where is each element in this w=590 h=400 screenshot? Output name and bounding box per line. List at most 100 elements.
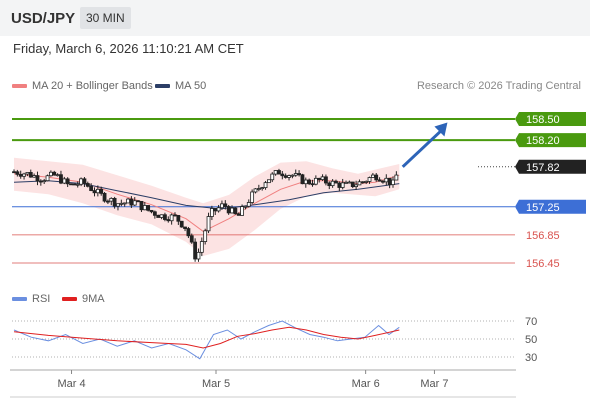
candle-body [35,175,40,182]
candle-body [28,172,33,178]
candle-body [334,180,338,184]
candle-body [344,182,348,184]
candle-body [206,216,211,232]
candle-body [213,208,218,212]
candle-body [166,219,171,222]
candle-body [243,205,248,208]
ma50-swatch [155,84,170,88]
level-label-158.50: 158.50 [526,114,560,126]
candle-body [347,181,352,184]
candle-body [38,180,43,183]
candle-body [367,177,372,182]
candle-body [129,198,134,206]
candle-body [354,184,359,188]
candle-body [156,214,161,218]
candle-body [75,183,80,186]
rsi-tick-label: 30 [525,352,537,364]
candle-body [199,241,204,253]
candle-body [209,208,214,217]
level-label-156.45: 156.45 [526,258,560,270]
candles-group [12,168,399,262]
x-tick-label: Mar 7 [420,378,448,390]
legend-ma20: MA 20 + Bollinger Bands [12,80,153,92]
forecast-arrow-head [434,122,448,137]
legend-ma50: MA 50 [155,80,206,92]
candle-body [119,202,124,205]
candle-body [240,206,244,216]
candle-body [287,175,291,178]
rsi-ma-swatch [62,297,77,301]
candle-body [72,183,77,186]
x-tick-label: Mar 4 [57,378,85,390]
x-tick-label: Mar 5 [202,378,230,390]
candle-body [350,181,355,188]
candle-body [377,179,382,182]
candle-body [290,174,295,177]
candle-body [357,181,362,186]
candle-body [307,179,312,185]
candle-body [136,200,140,203]
candle-body [109,197,114,202]
candle-body [62,178,67,184]
candle-body [256,188,261,190]
candle-body [391,179,395,186]
candle-body [15,171,20,175]
candle-body [220,203,224,209]
candle-body [270,173,275,181]
legend-ma50-label: MA 50 [175,80,207,92]
candle-body [163,214,167,220]
timeframe-button[interactable]: 30 MIN [80,7,131,29]
candle-body [263,182,268,189]
candle-body [273,170,278,175]
candle-body [99,188,104,194]
legend-rsi-label: RSI [32,293,51,305]
candle-body [297,173,301,176]
candle-body [179,220,184,228]
candle-body [146,205,151,211]
candle-body [381,180,385,183]
rsi-line [13,320,400,360]
candle-body [300,174,305,185]
candle-body [52,171,57,176]
candle-body [260,187,265,190]
legend-rsi-ma-label: 9MA [82,293,105,305]
rsi-tick-label: 70 [525,316,537,328]
candle-body [59,174,63,184]
candle-body [267,179,271,184]
candle-body [384,177,389,183]
level-label-157.82: 157.82 [526,162,560,174]
candle-body [69,183,73,186]
legend-rsi-ma: 9MA [62,293,105,305]
candle-body [374,174,379,181]
candle-body [116,203,120,207]
candle-body [132,200,137,206]
candle-body [253,188,258,193]
candle-body [22,173,26,177]
currency-pair-title: USD/JPY [11,10,76,27]
rsi-tick-label: 50 [525,334,537,346]
candle-body [112,197,117,207]
candle-body [320,176,325,180]
candle-body [95,188,100,194]
rsi-ma-line [13,326,400,349]
candle-body [236,213,241,216]
candle-body [139,200,144,211]
candle-body [89,185,94,191]
candle-body [48,171,53,177]
candle-body [92,190,97,194]
candle-body [12,171,16,174]
candle-body [203,230,208,242]
candle-body [149,209,154,213]
candle-body [85,183,90,187]
candle-body [79,178,83,185]
candle-body [169,214,174,222]
candle-body [250,191,255,203]
candle-body [55,174,60,177]
candle-body [330,180,335,187]
level-tag-157.25 [515,199,586,214]
candle-body [18,173,23,177]
chart-datetime: Friday, March 6, 2026 11:10:21 AM CET [13,41,244,56]
candle-body [173,214,177,217]
candle-body [394,174,399,181]
candle-body [196,251,201,260]
